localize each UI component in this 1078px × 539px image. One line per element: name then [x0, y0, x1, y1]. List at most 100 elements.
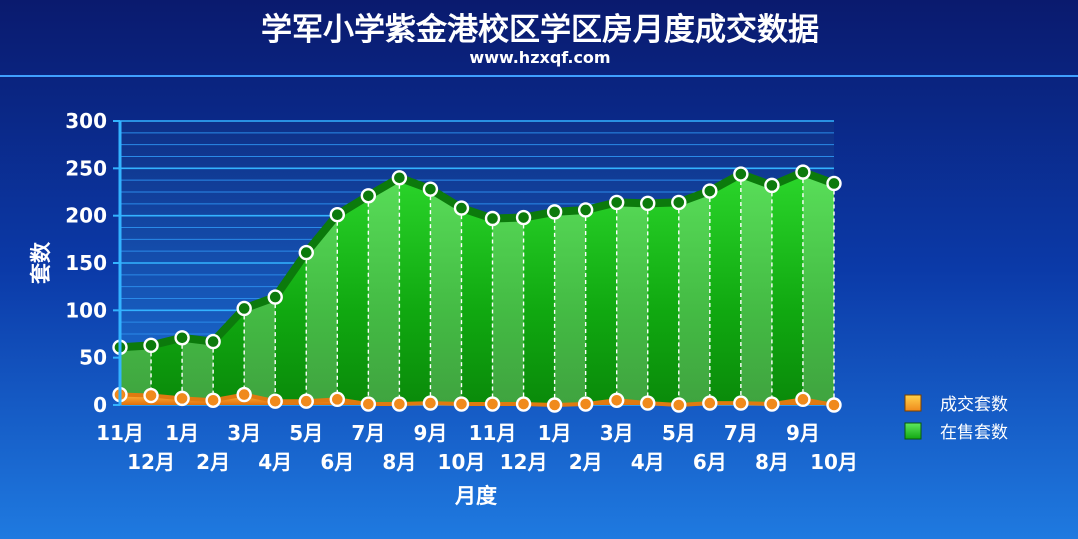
- y-axis-title: 套数: [29, 241, 53, 284]
- x-tick-label: 2月: [196, 450, 230, 474]
- area-stripe: [554, 209, 586, 405]
- area-stripe: [740, 174, 772, 405]
- y-tick-label: 0: [93, 393, 107, 417]
- point-deals: [640, 395, 656, 411]
- y-tick-label: 250: [65, 156, 107, 180]
- area-stripe: [802, 172, 834, 405]
- x-tick-label: 8月: [382, 450, 416, 474]
- legend-swatch-listings: [904, 422, 922, 440]
- point-deals: [174, 390, 190, 407]
- point-deals: [267, 393, 283, 409]
- area-stripe: [244, 297, 276, 405]
- x-tick-label: 2月: [569, 450, 603, 474]
- x-tick-label: 10月: [810, 450, 858, 474]
- point-listings: [453, 200, 470, 216]
- area-stripe: [430, 189, 462, 405]
- x-tick-label: 1月: [538, 421, 572, 445]
- area-stripe: [182, 337, 214, 405]
- x-tick-label: 8月: [755, 450, 789, 474]
- x-tick-label: 11月: [96, 421, 144, 445]
- point-deals: [360, 396, 377, 412]
- point-listings: [608, 194, 625, 211]
- x-tick-label: 3月: [600, 421, 634, 445]
- point-listings: [391, 170, 408, 186]
- point-deals: [329, 391, 346, 408]
- point-listings: [546, 204, 563, 220]
- y-tick-label: 300: [65, 109, 107, 133]
- point-listings: [640, 195, 656, 212]
- series-markers: [112, 164, 842, 413]
- series-area-listings: [120, 172, 834, 405]
- area-stripe: [616, 202, 648, 405]
- y-tick-label: 50: [79, 346, 107, 370]
- point-deals: [608, 392, 625, 408]
- point-listings: [764, 177, 780, 194]
- x-tick-label: 5月: [662, 421, 696, 445]
- x-tick-label: 12月: [500, 450, 548, 474]
- x-tick-label: 7月: [351, 421, 385, 445]
- point-listings: [360, 188, 377, 204]
- y-tick-label: 100: [65, 298, 107, 322]
- point-listings: [236, 300, 252, 317]
- y-tick-label: 150: [65, 251, 107, 275]
- point-deals: [733, 395, 749, 411]
- x-tick-label: 7月: [724, 421, 758, 445]
- point-deals: [205, 392, 221, 408]
- point-deals: [143, 387, 159, 404]
- y-tick-label: 200: [65, 204, 107, 228]
- chart-title: 学军小学紫金港校区学区房月度成交数据: [261, 12, 819, 48]
- point-listings: [205, 333, 221, 350]
- x-tick-label: 6月: [693, 450, 727, 474]
- area-stripe: [492, 217, 524, 405]
- point-deals: [298, 393, 314, 409]
- point-deals: [826, 397, 842, 413]
- x-tick-label: 11月: [469, 421, 517, 445]
- x-tick-label: 6月: [320, 450, 354, 474]
- area-stripe: [306, 214, 338, 405]
- x-tick-label: 9月: [786, 421, 820, 445]
- point-deals: [702, 395, 718, 411]
- legend-label-deals: 成交套数: [940, 395, 1008, 415]
- legend: 成交套数 在售套数: [904, 394, 1008, 443]
- point-listings: [298, 244, 314, 261]
- point-deals: [546, 397, 563, 413]
- point-deals: [515, 396, 532, 412]
- x-tick-labels: 11月 12月 1月 2月 3月 4月 5月 6月 7月 8月 9月 10月 11月 12月 1月 2月 3月 4…: [96, 421, 858, 474]
- x-tick-label: 4月: [631, 450, 665, 474]
- x-tick-label: 4月: [258, 450, 292, 474]
- x-tick-label: 10月: [438, 450, 486, 474]
- point-listings: [733, 166, 749, 182]
- point-listings: [484, 210, 501, 227]
- x-tick-label: 12月: [127, 450, 175, 474]
- point-listings: [671, 194, 687, 211]
- point-listings: [267, 289, 283, 305]
- point-deals: [764, 396, 780, 412]
- point-listings: [329, 207, 346, 223]
- point-deals: [577, 396, 594, 412]
- series-areas: [119, 168, 836, 407]
- area-stripe: [120, 345, 152, 405]
- x-tick-label: 9月: [413, 421, 447, 445]
- point-deals: [484, 396, 501, 412]
- point-listings: [826, 175, 842, 192]
- point-deals: [391, 396, 408, 412]
- point-listings: [795, 164, 811, 180]
- point-deals: [236, 386, 252, 403]
- chart-subtitle: www.hzxqf.com: [469, 48, 610, 67]
- legend-label-listings: 在售套数: [940, 423, 1008, 443]
- x-tick-label: 3月: [227, 421, 261, 445]
- point-deals: [795, 391, 811, 408]
- point-listings: [702, 183, 718, 199]
- point-listings: [174, 330, 190, 346]
- point-listings: [577, 202, 594, 218]
- point-deals: [671, 397, 687, 413]
- point-listings: [143, 337, 159, 354]
- y-tick-labels: 0 50 100 150 200 250 300: [65, 109, 120, 417]
- point-deals: [422, 395, 439, 411]
- x-tick-label: 1月: [165, 421, 199, 445]
- legend-swatch-deals: [904, 394, 922, 412]
- point-listings: [422, 181, 439, 197]
- x-tick-label: 5月: [289, 421, 323, 445]
